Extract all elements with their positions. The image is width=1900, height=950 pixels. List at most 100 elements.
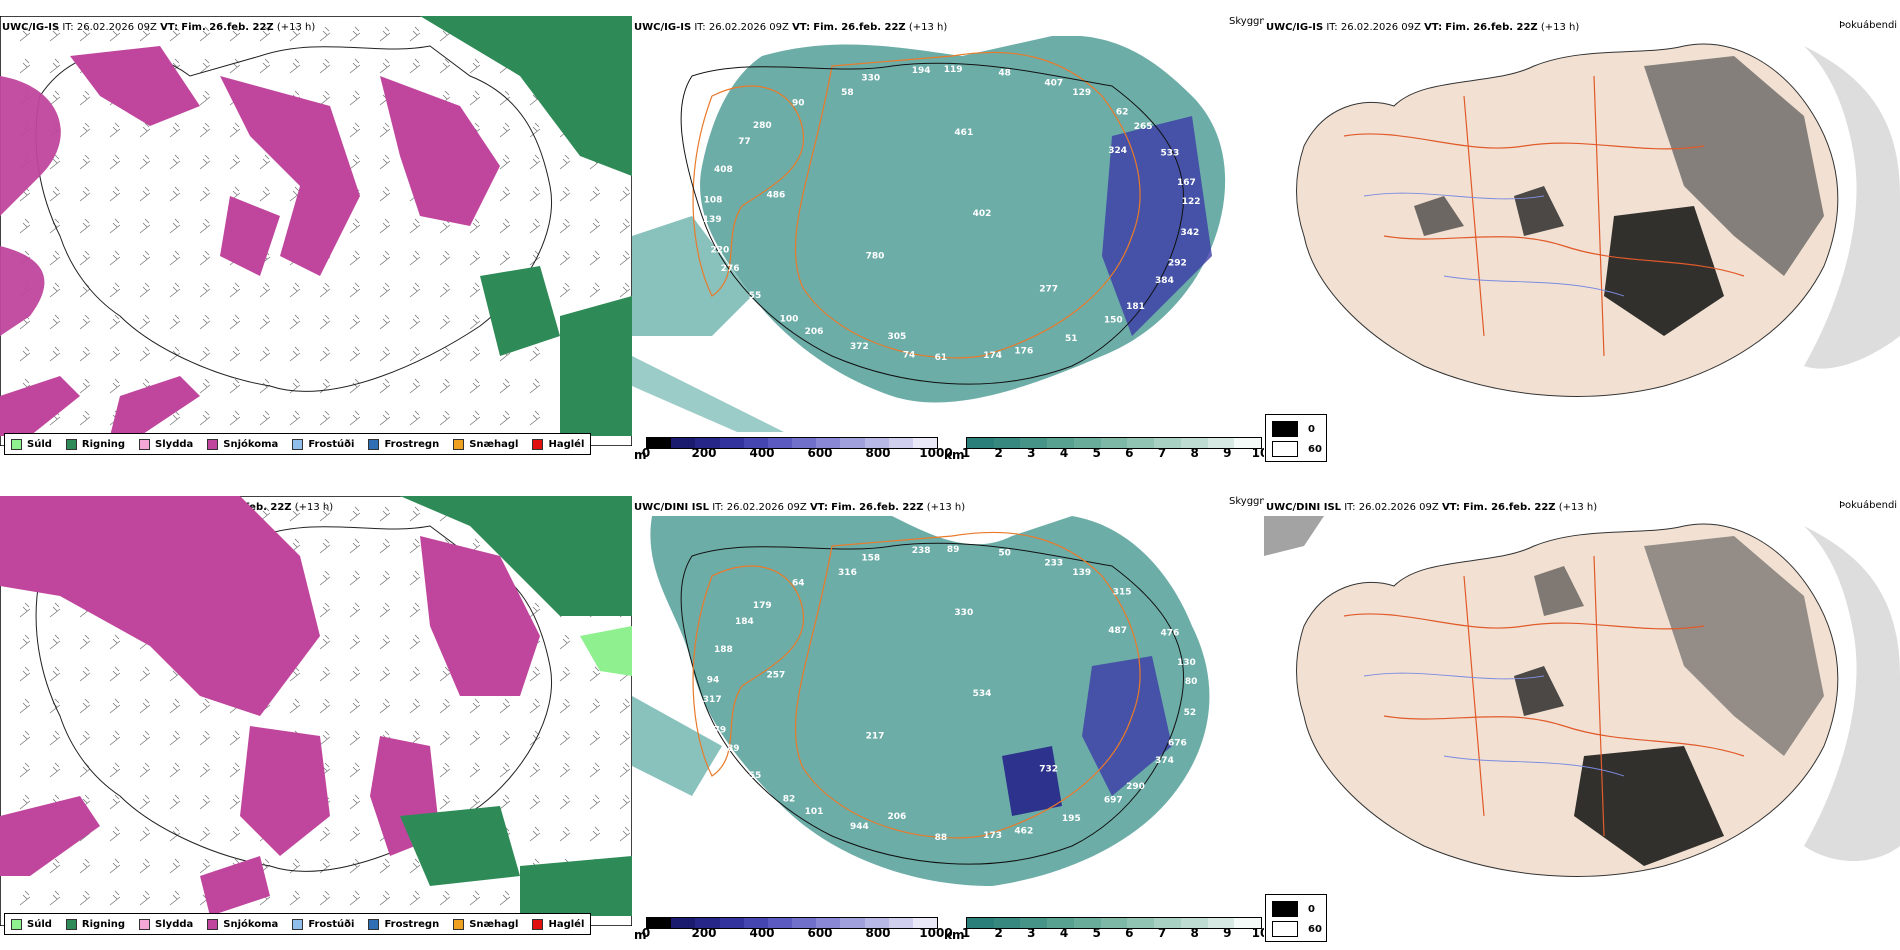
precip-amount-label: 51 — [1065, 334, 1078, 344]
wind-barb — [109, 218, 121, 234]
wind-barb — [589, 698, 601, 714]
wind-barb — [409, 282, 421, 298]
precip-amount-label: 50 — [998, 549, 1011, 559]
wind-barb — [409, 26, 421, 42]
wind-barb — [229, 378, 241, 394]
precip-amount-label: 533 — [1160, 149, 1179, 159]
precip-amount-label: 292 — [1168, 258, 1187, 268]
wind-barb — [379, 58, 391, 74]
fog-title: Þokuábendi — [1839, 20, 1898, 31]
precip-legend-swatch — [368, 438, 380, 450]
wind-barb — [109, 634, 121, 650]
wind-barb — [439, 410, 451, 426]
wind-barb — [409, 58, 421, 74]
colorbar-tick-label: 9 — [1223, 446, 1232, 460]
colorbar-tick-label: 5 — [1092, 446, 1101, 460]
precip-amount-label: 408 — [714, 165, 733, 175]
precip-legend-swatch — [139, 438, 151, 450]
wind-barb — [139, 666, 151, 682]
precip-amount-label: 122 — [1182, 197, 1201, 207]
wind-barb — [199, 218, 211, 234]
precip-legend-label: Rigning — [81, 918, 126, 930]
precip-amount-label: 179 — [753, 601, 772, 611]
wind-barb — [529, 666, 541, 682]
colorbar-m — [646, 917, 938, 929]
wind-barb — [169, 186, 181, 202]
wind-barb — [469, 794, 481, 810]
precip-amount-label: 88 — [935, 833, 948, 843]
colorbar-tick-label: 600 — [807, 926, 833, 940]
wind-barb — [199, 154, 211, 170]
wind-barb — [319, 538, 331, 554]
wind-barb — [379, 154, 391, 170]
precip-legend-item: Frostregn — [368, 438, 439, 450]
wind-barb — [49, 58, 61, 74]
wind-barb — [79, 314, 91, 330]
wind-barb — [529, 154, 541, 170]
wind-barb — [589, 762, 601, 778]
wind-barb — [79, 346, 91, 362]
fog-legend-swatch-0 — [1272, 421, 1298, 437]
wind-barb — [619, 698, 631, 714]
wind-barb — [319, 282, 331, 298]
wind-barb — [289, 314, 301, 330]
precip-legend-item: Haglél — [532, 918, 584, 930]
wind-barb — [259, 282, 271, 298]
wind-barb — [379, 346, 391, 362]
wind-barb — [349, 826, 361, 842]
wind-barb — [409, 410, 421, 426]
wind-barb — [439, 282, 451, 298]
fog-legend-swatch-1 — [1272, 921, 1298, 937]
wind-barb — [229, 794, 241, 810]
fog-map — [1264, 516, 1900, 877]
wind-barb — [139, 250, 151, 266]
wind-barb — [409, 666, 421, 682]
colorbar-tick-label: 200 — [691, 446, 717, 460]
colorbar-tick-label: 5 — [1092, 926, 1101, 940]
wind-barb — [79, 282, 91, 298]
wind-barb — [529, 730, 541, 746]
precip-legend-label: Frostregn — [384, 918, 440, 930]
wind-barb — [529, 698, 541, 714]
colorbar-tick-label: 600 — [807, 446, 833, 460]
wind-barb — [589, 218, 601, 234]
wind-barb — [229, 730, 241, 746]
precip-amount-label: 315 — [1113, 587, 1132, 597]
precip-amount-label: 277 — [1039, 285, 1058, 295]
colorbar-km — [966, 917, 1262, 929]
wind-barb — [199, 762, 211, 778]
wind-barb — [139, 730, 151, 746]
colorbar-tick-label: 200 — [691, 926, 717, 940]
wind-barb — [49, 346, 61, 362]
wind-barb — [259, 26, 271, 42]
precip-type-legend: Súld Rigning Slydda Snjókoma Frostúði Frostre… — [4, 913, 592, 935]
wind-barb — [439, 314, 451, 330]
precip-amount-label: 534 — [973, 689, 992, 699]
precip-amount-label: 82 — [783, 795, 796, 805]
precip-legend-item: Rigning — [65, 438, 125, 450]
colorbar-km-unit: km — [944, 928, 965, 942]
wind-barb — [559, 218, 571, 234]
wind-barb — [409, 314, 421, 330]
precip-amount-label: 62 — [1116, 107, 1129, 117]
wind-barb — [109, 378, 121, 394]
wind-barb — [199, 826, 211, 842]
precip-amount-label: 697 — [1104, 796, 1123, 806]
wind-barb — [139, 858, 151, 874]
colorbar-tick-label: 400 — [749, 926, 775, 940]
wind-barb — [409, 250, 421, 266]
wind-barb — [109, 186, 121, 202]
precip-legend-item: Frostúði — [292, 438, 354, 450]
wind-barb — [199, 794, 211, 810]
wind-barb — [529, 346, 541, 362]
fog-legend-value-0: 0 — [1308, 423, 1315, 435]
wind-barb — [49, 890, 61, 906]
precip-amount-label: 462 — [1014, 826, 1033, 836]
precip-amount-label: 58 — [841, 88, 854, 98]
wind-barb — [559, 730, 571, 746]
wind-barb — [109, 26, 121, 42]
wind-barb — [409, 218, 421, 234]
wind-barb — [469, 698, 481, 714]
precip-amount-label: 317 — [703, 695, 722, 705]
wind-barb — [169, 794, 181, 810]
